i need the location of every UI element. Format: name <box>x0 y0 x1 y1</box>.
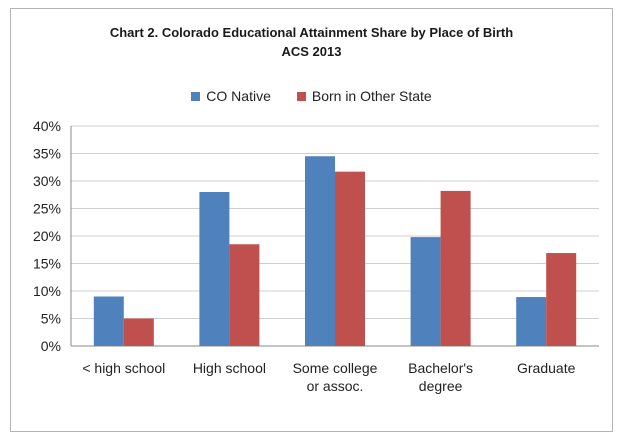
x-tick-label: < high school <box>82 360 165 376</box>
bar-co-native <box>199 192 230 346</box>
y-tick-label: 30% <box>33 173 61 189</box>
x-tick-label: Graduate <box>517 360 576 376</box>
x-tick-label: High school <box>193 360 266 376</box>
y-tick-label: 0% <box>41 338 61 354</box>
y-tick-label: 35% <box>33 146 61 162</box>
x-tick-label: degree <box>419 378 463 394</box>
chart-title: Chart 2. Colorado Educational Attainment… <box>109 25 514 40</box>
bar-co-native <box>410 237 441 346</box>
bar-other-state <box>440 190 471 346</box>
chart-frame: Chart 2. Colorado Educational Attainment… <box>10 8 613 432</box>
y-tick-label: 40% <box>33 118 61 134</box>
bar-other-state <box>546 253 577 346</box>
y-tick-label: 20% <box>33 228 61 244</box>
chart-subtitle: ACS 2013 <box>281 44 342 59</box>
legend-swatch-other-state <box>296 91 306 101</box>
bar-other-state <box>335 171 365 346</box>
legend-label-other-state: Born in Other State <box>311 88 432 104</box>
x-tick-label: or assoc. <box>307 378 364 394</box>
y-tick-label: 15% <box>33 256 61 272</box>
chart-title-block: Chart 2. Colorado Educational Attainment… <box>11 23 612 61</box>
legend-item-co-native: CO Native <box>191 88 271 104</box>
bar-other-state <box>123 318 154 346</box>
x-tick-label: Some college <box>293 360 378 376</box>
y-tick-label: 25% <box>33 201 61 217</box>
legend: CO Native Born in Other State <box>11 88 612 104</box>
legend-label-co-native: CO Native <box>206 88 271 104</box>
legend-swatch-co-native <box>191 91 201 101</box>
x-tick-label: Bachelor's <box>408 360 473 376</box>
bar-co-native <box>93 296 124 346</box>
y-tick-label: 10% <box>33 283 61 299</box>
bar-co-native <box>516 297 547 346</box>
bar-co-native <box>305 156 335 346</box>
y-tick-label: 5% <box>41 311 61 327</box>
bar-other-state <box>229 244 260 346</box>
legend-item-other-state: Born in Other State <box>296 88 432 104</box>
